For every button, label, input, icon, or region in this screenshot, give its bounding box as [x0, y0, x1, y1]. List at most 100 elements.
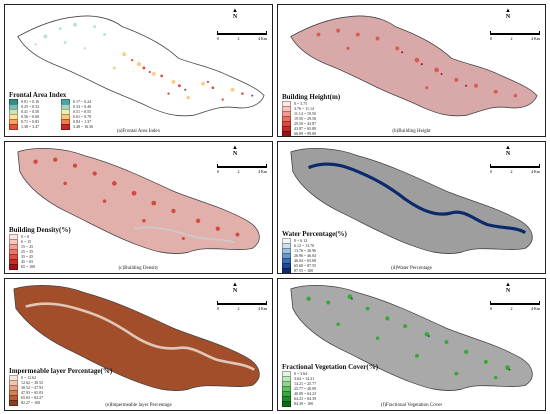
caption: (a)Frontal Area Index: [116, 129, 161, 134]
legend-label: 0.71 ~ 0.83: [21, 119, 40, 124]
legend-swatch: [9, 263, 18, 270]
caption: (b)Building Height: [392, 129, 431, 134]
vegetation-pixels: [306, 294, 510, 380]
legend-label: 12.62 ~ 30.52: [21, 380, 44, 385]
legend-label: 29.50 ~ 43.87: [294, 121, 317, 126]
legend-title: Water Percentage(%): [282, 230, 347, 238]
legend-label: 0.01 ~ 0.16: [21, 99, 40, 104]
legend-label: 40.09 ~ 64.23: [294, 391, 317, 396]
legend-label: 13.76 ~ 26.96: [294, 248, 317, 253]
legend-label: 0 ~ 3.64: [294, 371, 308, 376]
river-gap: [25, 302, 255, 371]
legend-label: 26.96 ~ 46.04: [294, 253, 317, 258]
legend-label: 0.84 ~ 1.37: [73, 119, 92, 124]
legend-label: 64.23 ~ 84.39: [294, 396, 317, 401]
legend-label: 15 ~ 25: [21, 244, 34, 249]
north-arrow: ▲ N: [505, 282, 511, 294]
legend-swatch: [9, 123, 18, 130]
legend-label: 0.51 ~ 0.55: [73, 109, 92, 114]
legend-label: 0.41 ~ 0.50: [21, 109, 40, 114]
legend-label: 35 ~ 45: [21, 254, 34, 259]
legend-title: Fractional Vegetation Cover(%): [282, 363, 379, 371]
legend-label: 14.21 ~ 25.77: [294, 381, 317, 386]
legend-label: 0.17 ~ 0.24: [73, 99, 92, 104]
legend-label: 0.61 ~ 0.70: [73, 114, 92, 119]
legend-label: 11.14 ~ 19.50: [294, 111, 317, 116]
legend-swatch: [282, 130, 291, 136]
legend-label: 47.93 ~ 65.03: [21, 390, 44, 395]
legend-label: 45 ~ 65: [21, 259, 34, 264]
legend-label: 65 ~ 100: [21, 264, 36, 269]
legend-label: 82.27 ~ 100: [21, 400, 41, 405]
density-pixels: [33, 157, 240, 241]
legend-item: 3.48 ~ 16.36: [61, 123, 111, 130]
legend-label: 65.68 ~ 87.55: [294, 263, 317, 268]
north-arrow: ▲ N: [232, 145, 238, 157]
legend-label: 6 ~ 15: [21, 239, 32, 244]
legend-title: Building Height(m): [282, 93, 341, 101]
legend-title: Frontal Area Index: [9, 91, 67, 99]
north-arrow: ▲ N: [232, 282, 238, 294]
caption: (c)Building Density: [118, 266, 159, 271]
legend-swatch: [61, 123, 70, 130]
legend-label: 3.48 ~ 16.36: [73, 124, 94, 129]
legend-label: 3.64 ~ 14.21: [294, 376, 315, 381]
legend-title: Impermeable layer Percentage(%): [9, 367, 113, 375]
north-arrow: ▲ N: [505, 8, 511, 20]
legend-label: 19.50 ~ 29.50: [294, 116, 317, 121]
caption: (e)Impermeable layer Percentage: [105, 403, 172, 408]
legend-swatch: [9, 399, 18, 406]
map-water-percentage: [290, 148, 533, 254]
legend-label: 3.76 ~ 11.14: [294, 106, 315, 111]
legend-label: 0.56 ~ 0.60: [21, 114, 40, 119]
map-frontal-area-index: [17, 15, 265, 117]
legend-label: 43.87 ~ 65.89: [294, 126, 317, 131]
legend-label: 84.39 ~ 100: [294, 401, 314, 406]
map-building-density: [17, 148, 260, 254]
legend-item: 87.55 ~ 100: [282, 267, 347, 273]
legend-label: 46.04 ~ 65.68: [294, 258, 317, 263]
legend-item: 84.39 ~ 100: [282, 400, 378, 407]
legend-fractional-vegetation-cover: Fractional Vegetation Cover(%) 0 ~ 3.64 3…: [282, 363, 379, 407]
legend-swatch: [282, 267, 291, 273]
legend-label: 25.77 ~ 40.09: [294, 386, 317, 391]
legend-label: 0.25 ~ 0.32: [21, 104, 40, 109]
map-impermeable-layer: [13, 285, 260, 391]
legend-label: 6.12 ~ 13.76: [294, 243, 315, 248]
legend-item: 65 ~ 100: [9, 263, 71, 270]
height-pixels-high: [401, 51, 468, 87]
vegetation-pixels-dense: [350, 297, 511, 371]
legend-label: 1.38 ~ 3.47: [21, 124, 40, 129]
legend-impermeable-layer: Impermeable layer Percentage(%) 0 ~ 12.6…: [9, 367, 113, 406]
legend-label: 0.33 ~ 0.40: [73, 104, 92, 109]
legend-swatch: [282, 400, 291, 407]
legend-label: 0 ~ 6: [21, 234, 30, 239]
map-fractional-vegetation-cover: [290, 285, 533, 391]
legend-label: 87.55 ~ 100: [294, 268, 314, 273]
legend-water-percentage: Water Percentage(%) 0 ~ 6.12 6.12 ~ 13.76…: [282, 230, 347, 273]
legend-label: 66.89 ~ 99.00: [294, 131, 317, 136]
legend-label: 25 ~ 35: [21, 249, 34, 254]
legend-label: 0 ~ 3.75: [294, 101, 308, 106]
legend-item: 66.89 ~ 99.00: [282, 130, 340, 136]
height-pixels: [316, 28, 518, 98]
legend-frontal-area-index: Frontal Area Index 0.01 ~ 0.16 0.17 ~ 0.2…: [9, 91, 111, 130]
legend-label: 0 ~ 12.62: [21, 375, 37, 380]
map-building-height: [290, 15, 538, 117]
north-arrow: ▲ N: [232, 8, 238, 20]
legend-building-height: Building Height(m) 0 ~ 3.75 3.76 ~ 11.14 1…: [282, 93, 340, 136]
north-arrow: ▲ N: [505, 145, 511, 157]
legend-label: 0 ~ 6.12: [294, 238, 308, 243]
